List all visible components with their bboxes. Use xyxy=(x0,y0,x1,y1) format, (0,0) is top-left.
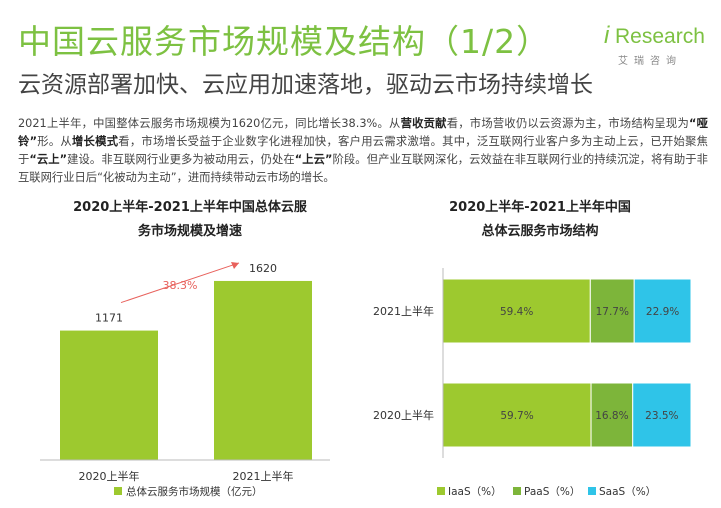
stacked-segment-PaaS（%） xyxy=(590,382,634,448)
chart-1-title-line1: 2020上半年-2021上半年中国总体云服 xyxy=(73,200,307,215)
chart-2-title-line1: 2020上半年-2021上半年中国 xyxy=(449,200,631,215)
legend-label: IaaS（%） xyxy=(448,486,502,498)
paragraph-emphasis: “上云” xyxy=(294,153,333,166)
paragraph-emphasis: “哑铃” xyxy=(18,117,708,148)
x-tick-label: 2020上半年 xyxy=(79,469,140,483)
chart-2-title: 2020上半年-2021上半年中国 总体云服务市场结构 xyxy=(390,196,690,244)
stacked-segment-SaaS（%） xyxy=(633,278,692,344)
stacked-segment-IaaS（%） xyxy=(442,278,591,344)
x-tick-label: 2021上半年 xyxy=(233,469,294,483)
page-title: 中国云服务市场规模及结构（1/2） xyxy=(18,22,551,61)
paragraph-text: 看，市场营收仍以云资源为主，市场结构呈现为 xyxy=(446,117,690,130)
logo-chinese: 艾瑞咨询 xyxy=(618,56,682,67)
paragraph-text: 建设。非互联网行业更多为被动用云，仍处在 xyxy=(67,153,295,166)
legend-swatch xyxy=(588,487,596,495)
segment-value-label: 23.5% xyxy=(645,410,678,422)
y-tick-label: 2021上半年 xyxy=(373,304,434,318)
segment-value-label: 17.7% xyxy=(596,306,629,318)
segment-value-label: 59.4% xyxy=(500,306,533,318)
segment-value-label: 22.9% xyxy=(646,306,679,318)
logo-wordmark: Research xyxy=(615,25,705,48)
legend-swatch xyxy=(114,487,122,495)
chart-2-title-line2: 总体云服务市场结构 xyxy=(481,224,599,239)
paragraph-emphasis: “云上” xyxy=(29,153,68,166)
bar-2021上半年 xyxy=(214,280,312,460)
legend-label: SaaS（%） xyxy=(599,486,656,498)
growth-arrow-line xyxy=(120,262,240,304)
paragraph-emphasis: 营收贡献 xyxy=(400,117,447,130)
growth-arrow-head xyxy=(231,261,239,269)
bar-value-label: 1620 xyxy=(249,262,277,275)
bar-value-label: 1171 xyxy=(95,312,123,325)
legend-swatch xyxy=(437,487,445,495)
paragraph-text: 形。从 xyxy=(37,135,72,148)
bar-2020上半年 xyxy=(60,330,158,460)
summary-paragraph: 2021上半年，中国整体云服务市场规模为1620亿元，同比增长38.3%。从营收… xyxy=(18,115,708,187)
paragraph-text: 看，市场增长受益于企业数字化进程加快，客户用云需求激增。其中，泛互联网行业客户多… xyxy=(18,135,708,166)
growth-rate-label: 38.3% xyxy=(163,279,198,292)
legend-label: 总体云服务市场规模（亿元） xyxy=(126,485,263,498)
segment-value-label: 59.7% xyxy=(500,410,533,422)
logo-i: i xyxy=(604,22,610,49)
stacked-segment-PaaS（%） xyxy=(589,278,635,344)
chart-1-title-line2: 务市场规模及增速 xyxy=(137,224,242,239)
legend-swatch xyxy=(513,487,521,495)
legend-label: PaaS（%） xyxy=(524,486,580,498)
stacked-segment-SaaS（%） xyxy=(632,382,692,448)
paragraph-text: 阶段。但产业互联网深化，云效益在非互联网行业的持续沉淀，将有助于非互联网行业日后… xyxy=(18,153,708,184)
chart-1-title: 2020上半年-2021上半年中国总体云服 务市场规模及增速 xyxy=(40,196,340,244)
iresearch-logo: i Research 艾瑞咨询 xyxy=(604,22,705,68)
segment-value-label: 16.8% xyxy=(595,410,628,422)
page-subtitle: 云资源部署加快、云应用加速落地，驱动云市场持续增长 xyxy=(18,72,593,98)
y-tick-label: 2020上半年 xyxy=(373,408,434,422)
paragraph-text: 2021上半年，中国整体云服务市场规模为1620亿元，同比增长38.3%。从 xyxy=(18,117,401,130)
paragraph-emphasis: 增长模式 xyxy=(71,135,119,148)
